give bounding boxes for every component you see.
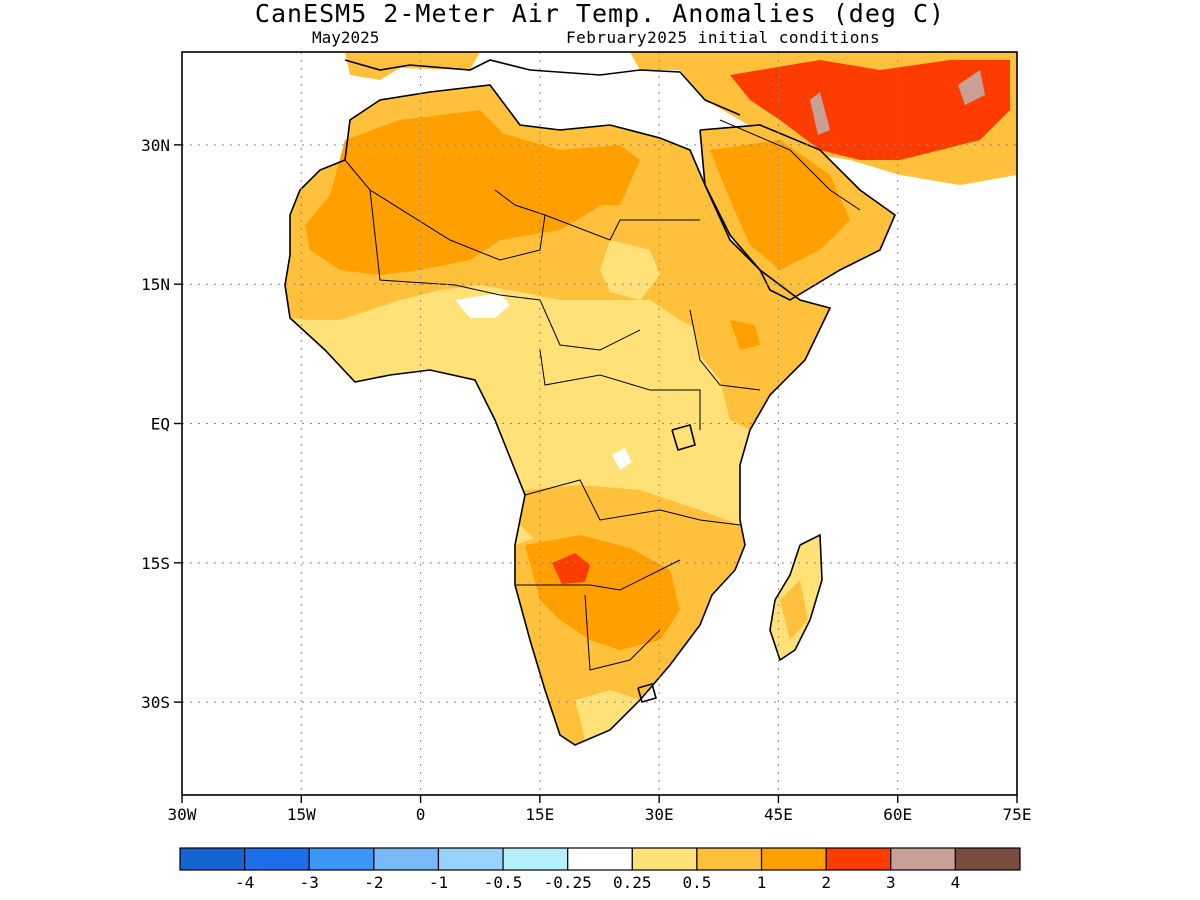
border-3 (369, 189, 641, 351)
colorbar-swatch (308, 847, 375, 871)
colorbar-label: 0.5 (682, 873, 711, 892)
map-axes: 30N 15N EQ 15S 30S 30W 15W 0 15E 30E 45E 60E 75E (141, 136, 1031, 824)
afghanistan-extreme (958, 70, 985, 105)
initial-conditions: February2025 initial conditions (566, 28, 881, 47)
africa-coastline (284, 84, 832, 746)
east-africa-high (690, 300, 830, 430)
arabia-coastline (699, 124, 896, 301)
anomaly-field (285, 52, 1017, 745)
northwest-africa-high (305, 110, 610, 275)
colorbar-swatch (179, 847, 246, 871)
border-8 (689, 309, 761, 391)
congo-basin (500, 370, 700, 480)
angola-hotspot (552, 553, 590, 584)
lon-tick-label: 0 (416, 805, 426, 824)
colorbar-label: -2 (364, 873, 383, 892)
gridlines (182, 52, 1017, 795)
lon-tick-label: 15E (525, 805, 554, 824)
lat-tick-label: 15S (141, 554, 170, 573)
colorbar-label: 4 (951, 873, 961, 892)
colorbar-swatch (825, 847, 892, 871)
congo-pocket (612, 448, 632, 470)
iran-hot (730, 60, 1010, 160)
colorbar-label: -0.5 (484, 873, 523, 892)
colorbar-swatch (954, 847, 1021, 871)
colorbar-swatch (890, 847, 956, 871)
lon-tick-label: 30E (645, 805, 674, 824)
colorbar: -4 -3 -2 -1 -0.5 -0.25 0.25 0.5 1 2 3 4 (179, 847, 1021, 892)
colorbar-swatch (696, 847, 763, 871)
border-4 (539, 349, 701, 430)
lat-tick-label: 15N (141, 275, 170, 294)
colorbar-label: -3 (300, 873, 319, 892)
colorbar-label: 1 (757, 873, 767, 892)
border-7 (584, 594, 661, 671)
lon-tick-label: 30W (168, 805, 197, 824)
border-6 (515, 559, 681, 591)
border-5 (524, 479, 741, 526)
forecast-month: May2025 (312, 28, 380, 47)
colorbar-swatch (760, 847, 827, 871)
border-9 (719, 119, 861, 211)
lat-tick-label: 30N (141, 136, 170, 155)
egypt-libya-high (490, 130, 640, 205)
lon-tick-label: 45E (764, 805, 793, 824)
border-2 (544, 214, 700, 241)
lat-tick-label: 30S (141, 693, 170, 712)
colorbar-swatch (373, 847, 440, 871)
coastlines (284, 59, 896, 746)
lesotho-border (637, 683, 657, 703)
ethiopia-high (730, 320, 760, 350)
lon-tick-label: 15W (287, 805, 316, 824)
lake-victoria (671, 424, 696, 451)
sahel-pocket (455, 293, 510, 318)
chart-title: CanESM5 2-Meter Air Temp. Anomalies (deg… (254, 0, 946, 28)
mediterranean-coast (344, 59, 741, 116)
lon-tick-label: 75E (1003, 805, 1032, 824)
south-africa-mild (575, 690, 640, 740)
colorbar-label: 3 (886, 873, 896, 892)
colorbar-label: 2 (821, 873, 831, 892)
colorbar-label: -1 (429, 873, 448, 892)
madagascar-coastline (769, 533, 823, 662)
colorbar-label: -0.25 (544, 873, 592, 892)
lon-tick-label: 60E (883, 805, 912, 824)
colorbar-swatch (244, 847, 310, 871)
iran-extreme (810, 92, 830, 135)
colorbar-label: 0.25 (613, 873, 652, 892)
lat-tick-label: EQ (151, 415, 170, 434)
colorbar-swatch (631, 847, 698, 871)
colorbar-swatch (567, 847, 633, 871)
madagascar-high (780, 580, 808, 640)
colorbar-swatch (437, 847, 504, 871)
colorbar-label: -4 (235, 873, 254, 892)
colorbar-swatch (502, 847, 569, 871)
arabia-high (710, 140, 850, 270)
border-1 (344, 159, 546, 261)
sudan-low (600, 240, 660, 300)
